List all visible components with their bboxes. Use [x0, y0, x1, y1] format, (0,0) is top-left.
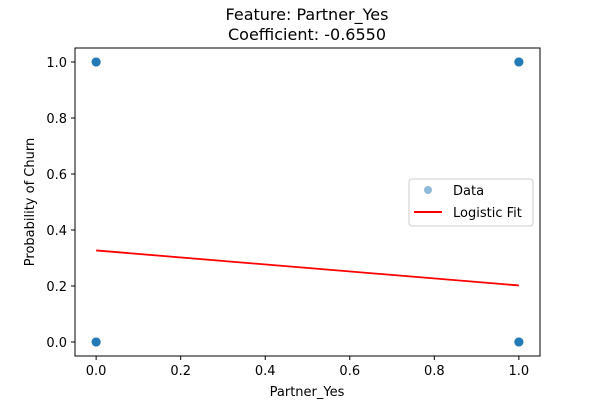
x-tick-label: 0.2: [170, 364, 191, 379]
plot-frame: [74, 47, 541, 357]
legend-data-marker: [424, 186, 432, 194]
x-tick-label: 1.0: [509, 364, 530, 379]
x-tick-label: 0.8: [424, 364, 445, 379]
y-tick-label: 0.2: [46, 280, 67, 295]
data-point: [514, 57, 524, 67]
y-axis-label: Probability of Churn: [23, 138, 38, 266]
x-tick-label: 0.4: [255, 364, 276, 379]
data-point: [91, 57, 101, 67]
x-tick-label: 0.0: [86, 364, 107, 379]
chart-subtitle: Coefficient: -0.6550: [228, 25, 386, 44]
x-tick-label: 0.6: [339, 364, 360, 379]
y-axis: 0.0 0.2 0.4 0.6 0.8 1.0: [46, 56, 75, 351]
y-tick-label: 0.6: [46, 168, 67, 183]
legend-data-label: Data: [453, 184, 484, 199]
legend: Data Logistic Fit: [408, 178, 534, 227]
x-axis-label: Partner_Yes: [270, 385, 345, 400]
plot-area: [91, 57, 524, 347]
y-tick-label: 0.0: [46, 336, 67, 351]
y-tick-label: 1.0: [46, 56, 67, 71]
logistic-fit-line: [96, 249, 519, 287]
chart-title: Feature: Partner_Yes: [226, 5, 389, 25]
data-point: [91, 337, 101, 347]
legend-fit-label: Logistic Fit: [453, 206, 522, 221]
data-point: [514, 337, 524, 347]
legend-box: [408, 178, 534, 227]
y-tick-label: 0.8: [46, 112, 67, 127]
x-axis: 0.0 0.2 0.4 0.6 0.8 1.0: [86, 356, 529, 379]
y-tick-label: 0.4: [46, 224, 67, 239]
